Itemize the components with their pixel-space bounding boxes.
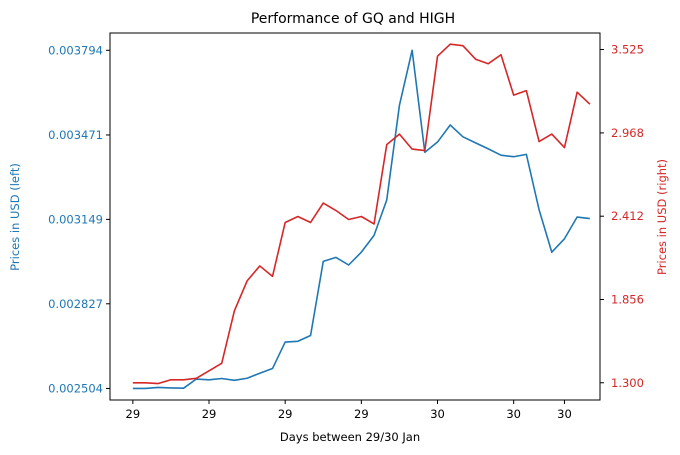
plot-area-frame: [109, 32, 601, 401]
right-tick-label: 1.856: [611, 292, 644, 306]
right-tick-label: 2.412: [611, 209, 644, 223]
chart-title: Performance of GQ and HIGH: [251, 11, 455, 27]
x-axis-label: Days between 29/30 Jan: [280, 430, 420, 444]
left-axis-ticks: 0.002504 0.002827 0.003149 0.003471 0.003794: [48, 43, 110, 395]
left-tick-label: 0.002504: [48, 381, 103, 395]
x-tick-label: 29: [354, 407, 369, 421]
right-axis-ticks: 1.300 1.856 2.412 2.968 3.525: [600, 42, 644, 390]
left-tick-label: 0.003471: [48, 128, 103, 142]
x-tick-label: 30: [557, 407, 572, 421]
right-tick-label: 1.300: [611, 376, 644, 390]
x-tick-label: 29: [202, 407, 217, 421]
left-tick-label: 0.003794: [48, 43, 103, 57]
series-line-high: [132, 43, 591, 385]
right-axis-label: Prices in USD (right): [655, 159, 669, 275]
x-axis-ticks: 29 29 29 29 30 30 30: [126, 400, 572, 421]
left-tick-label: 0.002827: [48, 297, 103, 311]
x-tick-label: 29: [278, 407, 293, 421]
x-tick-label: 30: [506, 407, 521, 421]
x-tick-label: 30: [430, 407, 445, 421]
series-line-gq: [132, 49, 590, 390]
left-axis-label: Prices in USD (left): [8, 163, 22, 271]
series-lines: [132, 43, 591, 390]
left-tick-label: 0.003149: [48, 212, 103, 226]
right-tick-label: 2.968: [611, 126, 644, 140]
right-tick-label: 3.525: [611, 42, 644, 56]
x-tick-label: 29: [126, 407, 141, 421]
